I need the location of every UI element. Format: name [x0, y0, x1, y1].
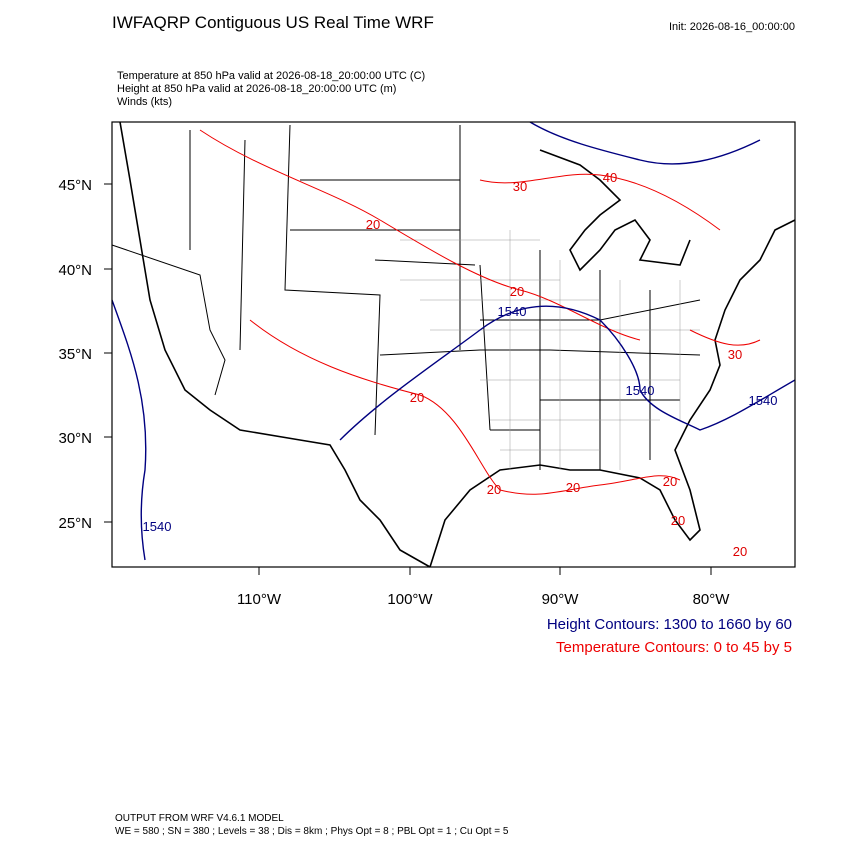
temperature-label: 20 — [663, 474, 677, 489]
temperature-label: 20 — [733, 544, 747, 559]
legend-temperature: Temperature Contours: 0 to 45 by 5 — [556, 639, 792, 656]
temperature-label: 20 — [510, 284, 524, 299]
temperature-label: 20 — [366, 217, 380, 232]
temperature-label: 30 — [728, 347, 742, 362]
legend-height: Height Contours: 1300 to 1660 by 60 — [547, 616, 792, 633]
height-label: 1540 — [749, 393, 778, 408]
lon-label: 90°W — [542, 591, 580, 608]
temperature-label: 20 — [566, 480, 580, 495]
lat-label: 45°N — [58, 177, 92, 194]
temperature-label: 20 — [671, 513, 685, 528]
temperature-contours — [199, 129, 761, 495]
title: IWFAQRP Contiguous US Real Time WRF — [112, 13, 434, 32]
temperature-label: 20 — [410, 390, 424, 405]
map: 20 20 20 20 20 20 20 20 30 40 30 1540 15… — [111, 121, 796, 568]
field-line: Temperature at 850 hPa valid at 2026-08-… — [117, 70, 425, 82]
field-line: Height at 850 hPa valid at 2026-08-18_20… — [117, 83, 396, 95]
map-border — [111, 121, 796, 568]
field-line: Winds (kts) — [117, 96, 172, 108]
lat-label: 30°N — [58, 430, 92, 447]
map-frame — [112, 122, 795, 567]
footer-line: WE = 580 ; SN = 380 ; Levels = 38 ; Dis … — [115, 826, 509, 837]
coastline — [119, 121, 796, 568]
county-borders — [400, 230, 700, 470]
lon-label: 80°W — [693, 591, 731, 608]
lat-label: 25°N — [58, 515, 92, 532]
lon-label: 100°W — [387, 591, 433, 608]
lat-label: 35°N — [58, 346, 92, 363]
lon-label: 110°W — [237, 591, 282, 608]
temperature-label: 30 — [513, 179, 527, 194]
temperature-label: 20 — [487, 482, 501, 497]
axis-ticks — [104, 183, 712, 575]
height-label: 1540 — [143, 519, 172, 534]
height-contours — [111, 121, 796, 561]
height-label: 1540 — [626, 383, 655, 398]
height-label: 1540 — [498, 304, 527, 319]
temperature-label: 40 — [603, 170, 617, 185]
init-time: Init: 2026-08-16_00:00:00 — [669, 21, 795, 33]
lat-label: 40°N — [58, 262, 92, 279]
footer-line: OUTPUT FROM WRF V4.6.1 MODEL — [115, 813, 284, 824]
